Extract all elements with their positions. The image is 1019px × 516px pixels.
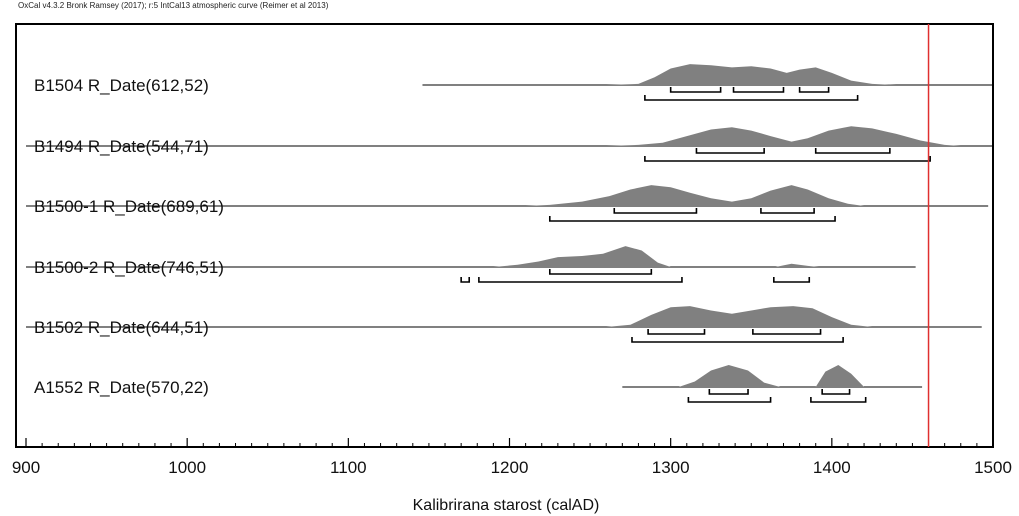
range-95-bracket — [631, 337, 844, 343]
range-68-bracket — [669, 87, 722, 93]
range-68-bracket — [798, 87, 830, 93]
range-95-bracket — [773, 277, 811, 283]
range-68-bracket — [647, 329, 706, 335]
range-68-bracket — [752, 329, 822, 335]
x-axis-title: Kalibrirana starost (calAD) — [413, 497, 600, 514]
x-tick-label: 1400 — [813, 458, 851, 477]
range-68-bracket — [613, 208, 698, 214]
series-row: B1500-2 R_Date(746,51) — [26, 246, 916, 283]
x-axis: 900 1000 1100 1200 1300 1400 1500 — [12, 438, 1012, 477]
oxcal-credit-text: OxCal v4.3.2 Bronk Ramsey (2017); r:5 In… — [18, 1, 329, 10]
probability-distribution — [606, 306, 873, 327]
plot-frame — [15, 23, 994, 448]
series-row: A1552 R_Date(570,22) — [34, 365, 923, 403]
series-row: B1504 R_Date(612,52) — [34, 64, 993, 101]
range-95-bracket — [548, 216, 836, 222]
probability-distribution — [422, 64, 993, 85]
probability-distribution — [493, 246, 819, 267]
series-row: B1502 R_Date(644,51) — [26, 306, 982, 343]
probability-distribution — [678, 365, 865, 387]
x-tick-label: 1300 — [652, 458, 690, 477]
range-68-bracket — [708, 389, 749, 395]
series-label: B1502 R_Date(644,51) — [34, 318, 209, 337]
range-68-bracket — [821, 389, 851, 395]
range-68-bracket — [548, 269, 653, 275]
range-95-bracket — [810, 397, 867, 403]
range-95-bracket — [644, 156, 931, 162]
x-tick-label: 900 — [12, 458, 40, 477]
range-95-bracket — [478, 277, 683, 283]
range-95-bracket — [644, 95, 859, 101]
range-68-bracket — [814, 148, 891, 154]
series-label: B1500-1 R_Date(689,61) — [34, 197, 224, 216]
range-68-bracket — [695, 148, 765, 154]
range-95-bracket — [687, 397, 772, 403]
series-row: B1500-1 R_Date(689,61) — [26, 185, 989, 222]
range-95-bracket — [460, 277, 471, 283]
x-tick-label: 1500 — [974, 458, 1012, 477]
x-tick-label: 1200 — [491, 458, 529, 477]
probability-distribution — [606, 126, 961, 146]
series-label: A1552 R_Date(570,22) — [34, 378, 209, 397]
range-68-bracket — [760, 208, 815, 214]
series-label: B1504 R_Date(612,52) — [34, 76, 209, 95]
series-row: B1494 R_Date(544,71) — [26, 126, 993, 162]
series-layer: B1504 R_Date(612,52) B1494 R_Date(544,71)… — [26, 64, 993, 403]
series-label: B1500-2 R_Date(746,51) — [34, 258, 224, 277]
probability-distribution — [525, 185, 865, 206]
x-tick-label: 1100 — [330, 458, 367, 477]
x-tick-label: 1000 — [168, 458, 206, 477]
series-label: B1494 R_Date(544,71) — [34, 137, 209, 156]
range-68-bracket — [732, 87, 785, 93]
